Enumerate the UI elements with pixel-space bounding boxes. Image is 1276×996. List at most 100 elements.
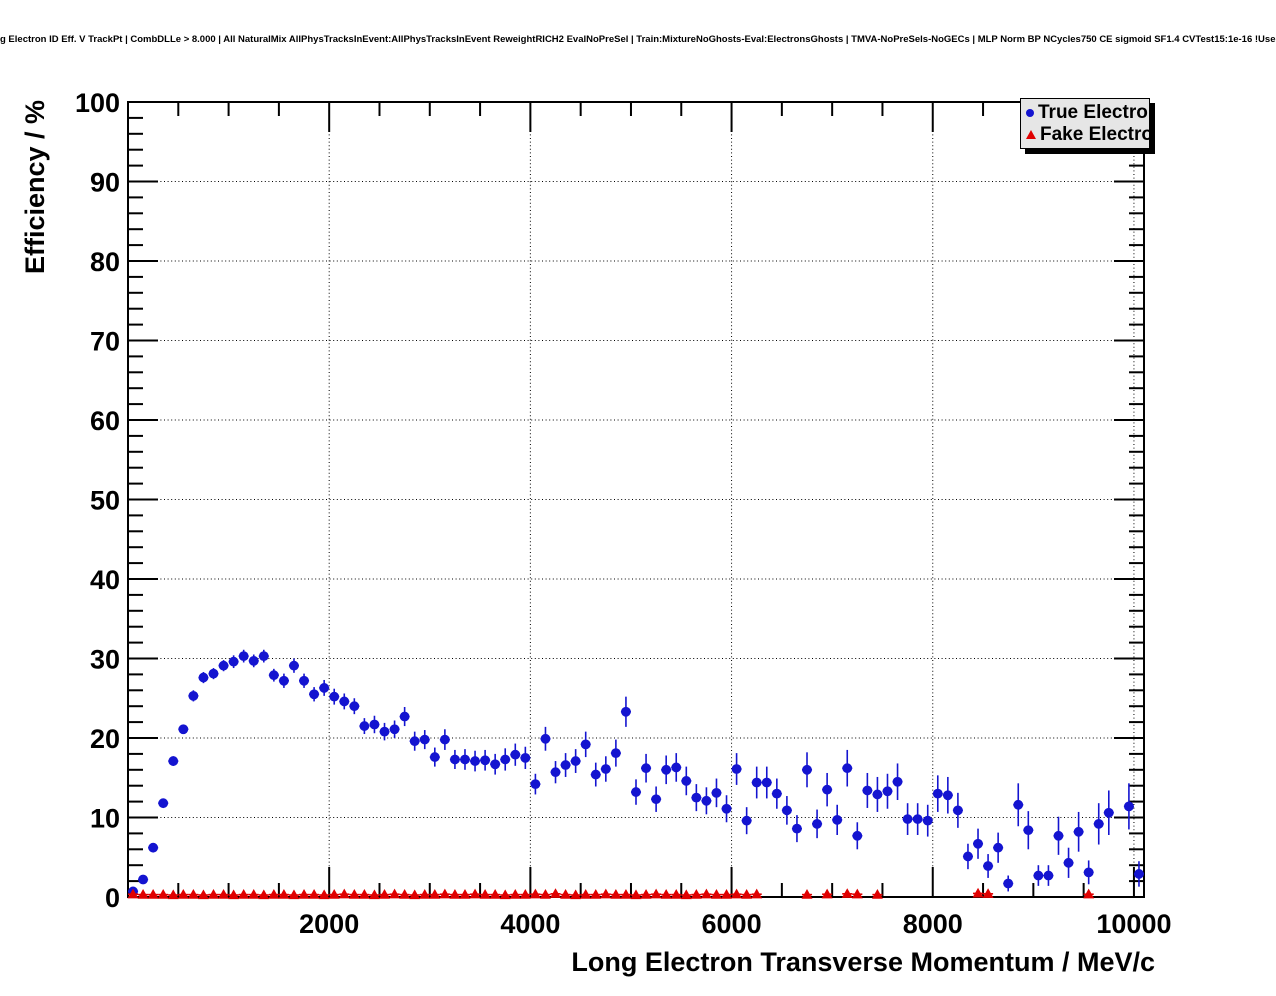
data-point-triangle xyxy=(700,888,712,899)
data-point-triangle xyxy=(509,888,521,899)
data-point-triangle xyxy=(187,888,199,899)
data-point-triangle xyxy=(731,888,743,899)
data-point-circle xyxy=(792,823,802,834)
data-point-circle xyxy=(460,754,470,765)
y-axis-title: Efficiency / % xyxy=(20,100,50,274)
data-point-triangle xyxy=(248,888,260,899)
data-point-circle xyxy=(540,733,551,744)
x-tick-label: 10000 xyxy=(1096,909,1171,939)
legend: True Electron Fake Electron xyxy=(1020,98,1150,149)
data-point-triangle xyxy=(298,888,310,899)
data-point-circle xyxy=(248,655,259,666)
data-point-circle xyxy=(1043,870,1054,881)
data-point-triangle xyxy=(177,888,189,899)
data-point-circle xyxy=(359,721,370,731)
data-point-circle xyxy=(339,696,350,707)
data-point-circle xyxy=(299,675,309,686)
data-point-circle xyxy=(902,814,913,824)
legend-label-fake-electron: Fake Electron xyxy=(1040,124,1149,145)
data-point-circle xyxy=(550,767,561,778)
data-point-triangle xyxy=(369,889,380,900)
data-point-circle xyxy=(741,815,752,826)
data-point-triangle xyxy=(348,888,360,899)
data-point-circle xyxy=(711,787,722,798)
data-point-circle xyxy=(510,749,521,760)
data-point-triangle xyxy=(258,889,270,900)
data-point-triangle xyxy=(711,888,722,899)
data-point-circle xyxy=(439,734,450,745)
data-point-circle xyxy=(822,784,833,795)
data-point-triangle xyxy=(399,888,411,899)
data-point-circle xyxy=(590,769,601,780)
data-point-circle xyxy=(932,788,943,799)
data-point-circle xyxy=(1134,869,1144,879)
data-point-triangle xyxy=(1083,888,1095,899)
data-point-triangle xyxy=(519,888,531,899)
data-point-triangle xyxy=(841,888,853,898)
data-point-triangle xyxy=(529,888,541,899)
data-point-circle xyxy=(198,672,209,683)
data-point-triangle xyxy=(670,888,682,899)
data-point-circle xyxy=(610,748,621,759)
data-point-circle xyxy=(429,752,440,762)
y-tick-label: 60 xyxy=(90,406,120,436)
data-point-triangle xyxy=(690,888,702,899)
data-point-circle xyxy=(1003,878,1014,889)
data-point-circle xyxy=(781,805,792,816)
series-circle xyxy=(128,649,1144,897)
data-point-triangle xyxy=(147,888,159,899)
data-point-triangle xyxy=(308,888,320,899)
data-point-triangle xyxy=(288,889,300,900)
data-point-circle xyxy=(751,777,762,788)
data-point-circle xyxy=(1033,870,1044,881)
data-point-triangle xyxy=(570,889,582,900)
data-point-circle xyxy=(912,814,923,824)
data-point-circle xyxy=(771,788,782,799)
data-point-circle xyxy=(691,792,702,803)
y-tick-label: 70 xyxy=(90,327,120,357)
data-point-triangle xyxy=(429,888,441,899)
data-point-circle xyxy=(158,798,169,809)
x-axis-title: Long Electron Transverse Momentum / MeV/… xyxy=(571,947,1155,977)
data-point-triangle xyxy=(600,888,612,899)
data-point-circle xyxy=(480,755,491,766)
data-point-triangle xyxy=(721,888,732,899)
data-point-triangle xyxy=(358,888,370,899)
data-point-circle xyxy=(228,656,239,667)
data-point-triangle xyxy=(851,888,863,899)
data-point-circle xyxy=(681,776,692,786)
data-point-triangle xyxy=(238,888,250,899)
data-point-triangle xyxy=(127,888,139,899)
data-point-circle xyxy=(872,789,883,800)
data-point-triangle xyxy=(379,888,390,899)
data-point-triangle xyxy=(208,888,219,899)
legend-entry-true-electron: True Electron xyxy=(1026,103,1149,122)
data-point-circle xyxy=(369,719,380,730)
data-point-triangle xyxy=(469,888,481,899)
data-point-circle xyxy=(942,790,953,801)
data-point-circle xyxy=(1013,799,1024,810)
data-point-circle xyxy=(188,690,199,701)
data-point-triangle xyxy=(157,888,169,899)
y-tick-label: 10 xyxy=(90,804,120,834)
plot-layer: 2000 4000 6000 8000 10000 0 10 20 30 40 50 60 70 80 90… xyxy=(75,88,1172,939)
data-point-circle xyxy=(721,803,732,814)
x-tick-label: 4000 xyxy=(500,909,560,939)
data-point-circle xyxy=(168,756,179,766)
x-tick-label: 8000 xyxy=(903,909,963,939)
data-point-triangle xyxy=(540,888,551,899)
data-point-circle xyxy=(570,756,581,766)
data-point-triangle xyxy=(439,888,451,899)
data-point-circle xyxy=(701,795,712,806)
data-point-circle xyxy=(993,842,1004,853)
data-point-triangle xyxy=(751,888,763,899)
data-point-triangle xyxy=(801,888,813,899)
data-point-triangle xyxy=(972,887,984,898)
data-point-circle xyxy=(450,754,460,765)
data-point-triangle xyxy=(479,888,491,899)
data-point-triangle xyxy=(650,888,662,899)
data-point-circle xyxy=(600,764,611,774)
data-point-triangle xyxy=(499,889,511,900)
y-tick-label: 80 xyxy=(90,247,120,277)
data-point-circle xyxy=(379,726,390,737)
